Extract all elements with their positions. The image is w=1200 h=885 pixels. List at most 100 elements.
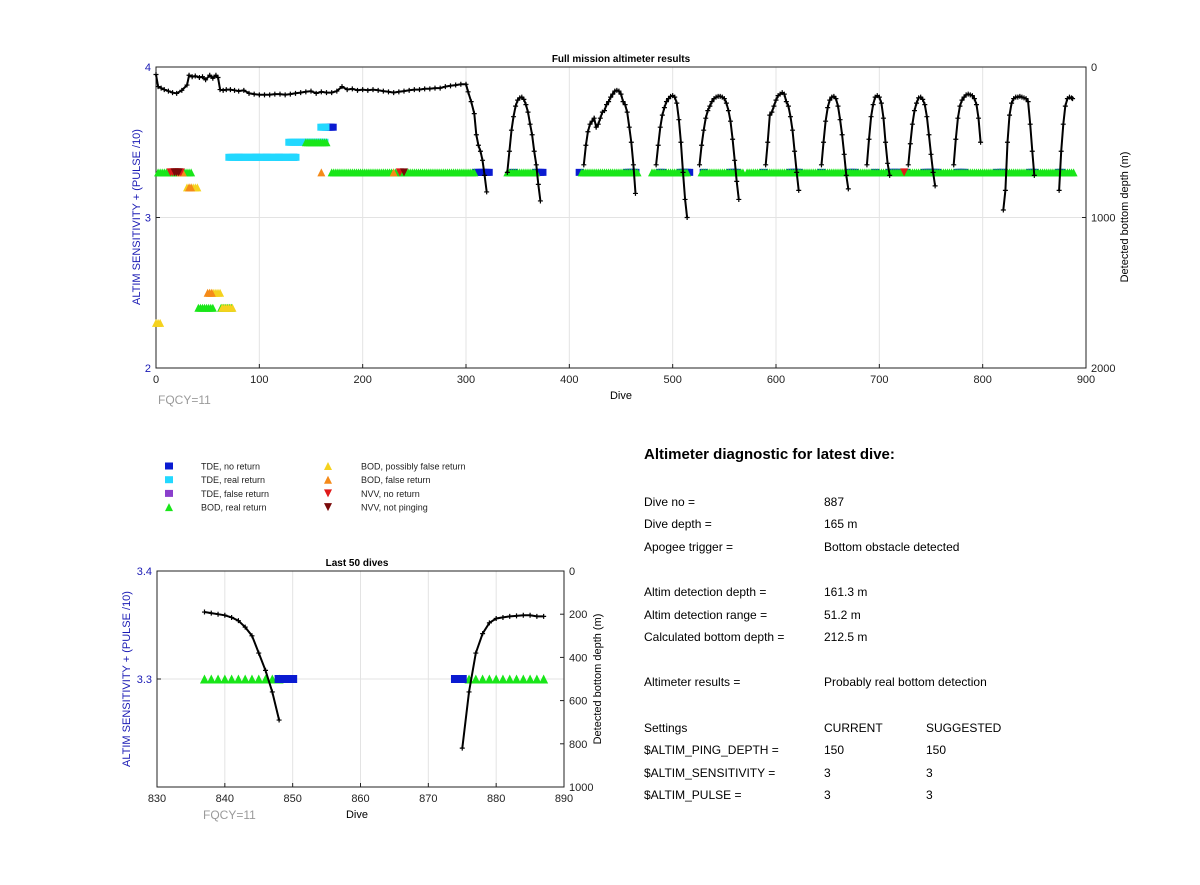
depth-point-marker [926, 132, 932, 138]
x-tick-label: 880 [487, 793, 505, 805]
bottom-chart-title: Last 50 dives [326, 558, 389, 569]
triangle-up-icon [324, 462, 332, 470]
depth-point-marker [955, 115, 961, 121]
legend-label: TDE, real return [201, 475, 265, 485]
bod-real-return-marker [247, 674, 257, 684]
y2-tick-label: 800 [569, 739, 587, 751]
depth-point-marker [930, 169, 936, 175]
x-tick-label: 870 [419, 793, 437, 805]
depth-point-marker [632, 190, 638, 196]
depth-point-marker [200, 74, 205, 80]
bottom-chart-xlabel: Dive [346, 809, 368, 821]
depth-point-marker [324, 90, 329, 96]
depth-point-marker [1002, 187, 1008, 193]
depth-point-marker [608, 94, 614, 100]
depth-point-marker [767, 112, 773, 118]
depth-point-marker [256, 650, 262, 656]
y-tick-label: 3 [145, 213, 151, 225]
depth-point-marker [909, 121, 915, 127]
diagnostic-value: Probably real bottom detection [824, 675, 987, 689]
depth-point-marker [601, 108, 607, 114]
x-tick-label: 840 [216, 793, 234, 805]
depth-point-marker [427, 86, 433, 92]
depth-point-marker [249, 633, 255, 639]
depth-point-marker [521, 96, 527, 102]
depth-point-marker [610, 91, 616, 97]
depth-point-marker [959, 97, 965, 103]
depth-point-marker [401, 88, 407, 94]
bod-real-return-marker [525, 674, 535, 684]
tde-no-return-marker [538, 168, 547, 176]
depth-point-marker [523, 102, 529, 108]
bod-possibly-false-marker [228, 303, 237, 312]
depth-point-marker [161, 87, 167, 93]
top-chart-y2-ticks: 0 1000 2000 [1082, 62, 1115, 375]
depth-point-marker [932, 183, 938, 189]
depth-point-marker [620, 99, 626, 105]
depth-point-marker [263, 667, 269, 673]
depth-point-marker [911, 108, 917, 114]
depth-point-marker [781, 91, 787, 97]
depth-point-marker [773, 97, 779, 103]
bod-real-return-marker [220, 674, 230, 684]
nvv-not-pinging-marker [174, 168, 183, 177]
depth-point-marker [1062, 103, 1068, 109]
bod-false-return-marker [389, 168, 398, 177]
depth-point-marker [375, 87, 381, 93]
depth-point-marker [626, 124, 632, 130]
depth-point-marker [821, 139, 827, 145]
y2-tick-label: 400 [569, 652, 587, 664]
depth-point-marker [661, 105, 667, 111]
diagnostic-label: Dive depth = [644, 517, 712, 531]
depth-point-marker [837, 117, 843, 123]
depth-point-marker [155, 84, 161, 90]
depth-point-marker [277, 91, 283, 97]
depth-point-marker [785, 103, 791, 109]
depth-point-marker [174, 90, 180, 96]
bod-real-return-marker [322, 138, 331, 147]
depth-point-marker [215, 611, 221, 617]
y2-tick-label: 1000 [569, 782, 593, 794]
depth-point-marker [1025, 99, 1031, 105]
settings-suggested: 150 [926, 743, 947, 757]
depth-point-marker [196, 75, 202, 81]
depth-point-marker [236, 88, 242, 94]
top-chart-y2label: Detected bottom depth (m) [1119, 152, 1131, 283]
depth-point-marker [298, 90, 304, 96]
bod-false-return-marker [207, 288, 216, 297]
depth-point-marker [463, 81, 469, 87]
bod-real-return-marker [683, 168, 692, 177]
depth-point-marker [473, 650, 479, 656]
depth-point-marker [1004, 139, 1010, 145]
legend-label: BOD, real return [201, 503, 267, 513]
y-tick-label: 2 [145, 363, 151, 375]
settings-current: 3 [824, 766, 831, 780]
depth-point-marker [825, 105, 831, 111]
depth-point-marker [504, 169, 510, 175]
diagnostic-title: Altimeter diagnostic for latest dive: [644, 446, 895, 463]
depth-point-marker [215, 75, 221, 81]
depth-point-marker [349, 86, 355, 92]
depth-point-marker [525, 109, 531, 115]
settings-label: $ALTIM_PING_DEPTH = [644, 743, 779, 757]
diagnostic-label: Dive no = [644, 495, 696, 509]
tde-no-return-marker [281, 675, 291, 683]
top-chart-ylabel: ALTIM SENSITIVITY + (PULSE /10) [131, 129, 143, 305]
y2-tick-label: 200 [569, 609, 587, 621]
bottom-chart-markers [199, 674, 549, 684]
depth-point-marker [203, 77, 209, 83]
x-tick-label: 900 [1077, 374, 1095, 386]
depth-point-marker [520, 612, 526, 618]
x-tick-label: 100 [250, 374, 268, 386]
bod-false-return-marker [187, 183, 196, 192]
depth-point-marker [1070, 96, 1076, 102]
depth-point-marker [705, 108, 711, 114]
depth-point-marker [529, 132, 535, 138]
depth-point-marker [676, 117, 682, 123]
legend-label: BOD, possibly false return [361, 462, 466, 472]
settings-suggested: 3 [926, 766, 933, 780]
depth-point-marker [484, 189, 490, 195]
bod-false-return-marker [317, 168, 326, 177]
bod-real-return-marker [470, 168, 479, 177]
bod-real-return-marker [498, 674, 508, 684]
